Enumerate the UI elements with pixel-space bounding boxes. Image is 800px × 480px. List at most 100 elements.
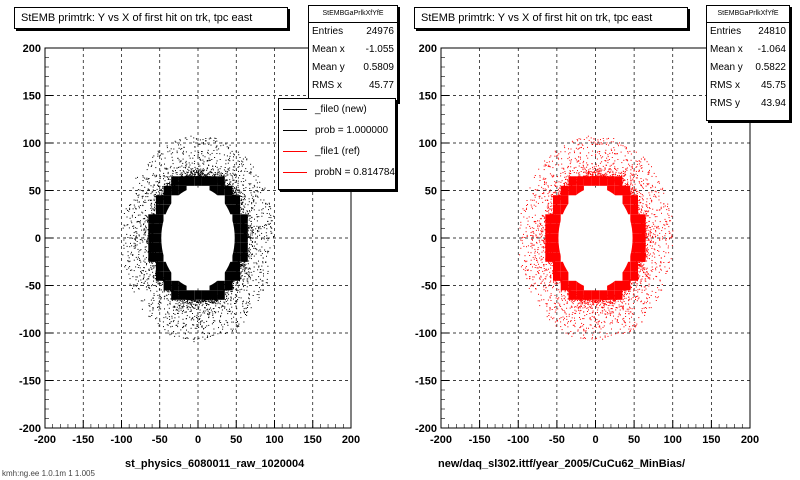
scatter-point: [578, 302, 580, 304]
scatter-point: [622, 309, 624, 311]
scatter-point: [193, 137, 195, 139]
scatter-point: [663, 206, 665, 208]
scatter-point: [138, 288, 139, 290]
scatter-point: [141, 273, 143, 274]
scatter-point: [641, 209, 643, 211]
scatter-point: [610, 148, 612, 150]
scatter-point: [526, 260, 528, 262]
scatter-point: [638, 169, 640, 171]
scatter-point: [197, 300, 199, 302]
scatter-point: [551, 196, 552, 198]
scatter-point: [164, 295, 166, 297]
scatter-point: [248, 276, 250, 278]
scatter-point: [660, 206, 662, 208]
scatter-point: [232, 159, 234, 161]
scatter-point: [236, 300, 238, 302]
scatter-point: [234, 164, 235, 166]
scatter-point: [562, 316, 564, 318]
scatter-point: [195, 172, 197, 174]
scatter-point: [158, 325, 160, 327]
scatter-point: [656, 209, 658, 211]
scatter-point: [594, 338, 596, 340]
scatter-point: [670, 258, 672, 260]
scatter-point: [200, 323, 201, 325]
scatter-point: [596, 151, 598, 153]
scatter-point: [224, 333, 226, 334]
scatter-point: [560, 317, 562, 319]
scatter-point: [209, 171, 211, 173]
scatter-point: [204, 301, 206, 302]
scatter-point: [150, 261, 152, 263]
scatter-point: [215, 141, 216, 143]
scatter-point: [122, 227, 124, 229]
scatter-point: [543, 265, 545, 267]
scatter-point: [605, 299, 607, 301]
scatter-point: [163, 326, 164, 328]
y-tick-label: 100: [419, 138, 437, 150]
scatter-point: [145, 227, 147, 229]
scatter-point: [657, 296, 659, 298]
scatter-point: [260, 228, 262, 230]
scatter-point: [226, 179, 228, 181]
scatter-point: [190, 305, 192, 307]
scatter-point: [637, 277, 639, 279]
scatter-point: [248, 236, 250, 238]
scatter-point: [233, 190, 235, 192]
scatter-point: [210, 169, 212, 171]
scatter-point: [582, 325, 584, 327]
scatter-point: [531, 206, 533, 208]
scatter-point: [592, 310, 594, 312]
scatter-point: [589, 324, 591, 326]
scatter-point: [233, 281, 235, 283]
scatter-point: [557, 157, 559, 159]
scatter-point: [226, 297, 227, 299]
scatter-point: [250, 239, 252, 241]
scatter-point: [245, 307, 247, 309]
scatter-point: [252, 229, 254, 231]
scatter-point: [150, 185, 152, 187]
scatter-point: [235, 288, 237, 290]
scatter-point: [232, 179, 234, 181]
scatter-point: [151, 315, 153, 316]
scatter-point: [171, 325, 173, 327]
scatter-point: [235, 150, 237, 152]
scatter-point: [182, 327, 183, 329]
scatter-point: [202, 301, 204, 303]
scatter-point: [265, 203, 267, 205]
scatter-point: [604, 321, 606, 323]
scatter-point: [230, 313, 232, 315]
scatter-point: [140, 261, 142, 263]
scatter-point: [658, 195, 660, 197]
scatter-point: [580, 337, 582, 339]
scatter-point: [206, 303, 208, 305]
y-tick-label: 0: [35, 233, 41, 245]
scatter-point: [158, 283, 160, 285]
scatter-point: [659, 239, 661, 241]
scatter-point: [150, 204, 152, 206]
scatter-point: [538, 197, 540, 199]
scatter-point: [191, 300, 193, 302]
scatter-point: [569, 152, 571, 154]
scatter-point: [209, 313, 211, 315]
scatter-point: [185, 324, 187, 325]
scatter-point: [610, 141, 612, 143]
scatter-point: [242, 279, 244, 281]
scatter-point: [248, 172, 250, 174]
scatter-point: [140, 271, 141, 273]
scatter-point: [167, 176, 169, 178]
scatter-point: [598, 143, 600, 145]
scatter-point: [250, 224, 252, 226]
scatter-point: [178, 310, 180, 312]
scatter-point: [184, 311, 186, 313]
scatter-point: [232, 183, 234, 185]
scatter-point: [243, 194, 245, 195]
scatter-point: [546, 210, 548, 212]
scatter-point: [252, 232, 254, 234]
scatter-point: [549, 208, 551, 210]
scatter-point: [244, 206, 246, 208]
scatter-point: [582, 318, 584, 320]
scatter-point: [568, 174, 570, 176]
ring-bin: [209, 280, 218, 291]
scatter-point: [208, 164, 210, 166]
scatter-point: [167, 151, 169, 153]
